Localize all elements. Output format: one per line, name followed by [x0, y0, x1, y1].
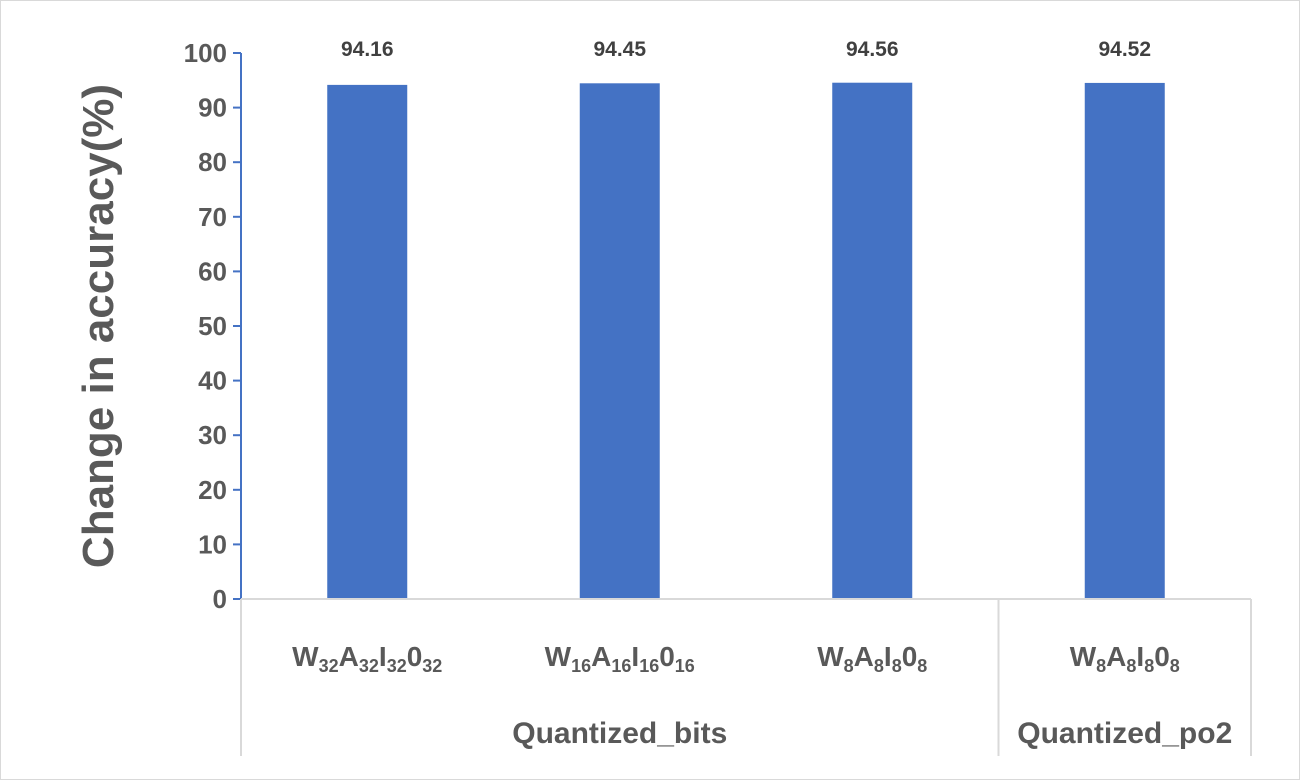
- y-tick-label: 30: [198, 420, 227, 450]
- bar: [832, 82, 913, 600]
- category-label: W8A8I808: [1070, 641, 1180, 676]
- y-tick-label: 20: [198, 475, 227, 505]
- y-tick-label: 90: [198, 93, 227, 123]
- y-tick-label: 40: [198, 366, 227, 396]
- y-tick-label: 80: [198, 147, 227, 177]
- group-label: Quantized_bits: [512, 717, 727, 750]
- data-label: 94.45: [593, 38, 646, 61]
- y-tick-label: 60: [198, 256, 227, 286]
- y-axis: 0 10 20 30 40 50 60 70 80 90 100: [184, 38, 242, 614]
- category-label: W32A32I32032: [292, 641, 442, 676]
- category-label: W16A16I16016: [545, 641, 695, 676]
- bars: 94.16 94.45 94.56 94.52: [327, 38, 1165, 600]
- data-label: 94.56: [846, 38, 899, 61]
- data-label: 94.52: [1098, 38, 1151, 61]
- y-tick-label: 70: [198, 202, 227, 232]
- group-label: Quantized_po2: [1017, 717, 1232, 750]
- bar: [327, 84, 408, 599]
- y-tick-label: 100: [184, 38, 227, 68]
- y-axis-label: Change in accuracy(%): [74, 84, 123, 568]
- category-label: W8A8I808: [817, 641, 927, 676]
- y-tick-label: 50: [198, 311, 227, 341]
- x-axis: W32A32I32032 W16A16I16016 W8A8I808 W8A8I808…: [240, 598, 1252, 756]
- y-tick-label: 0: [213, 584, 227, 614]
- y-tick-label: 10: [198, 529, 227, 559]
- data-label: 94.16: [341, 38, 394, 61]
- bar: [579, 83, 660, 600]
- bar: [1084, 82, 1165, 600]
